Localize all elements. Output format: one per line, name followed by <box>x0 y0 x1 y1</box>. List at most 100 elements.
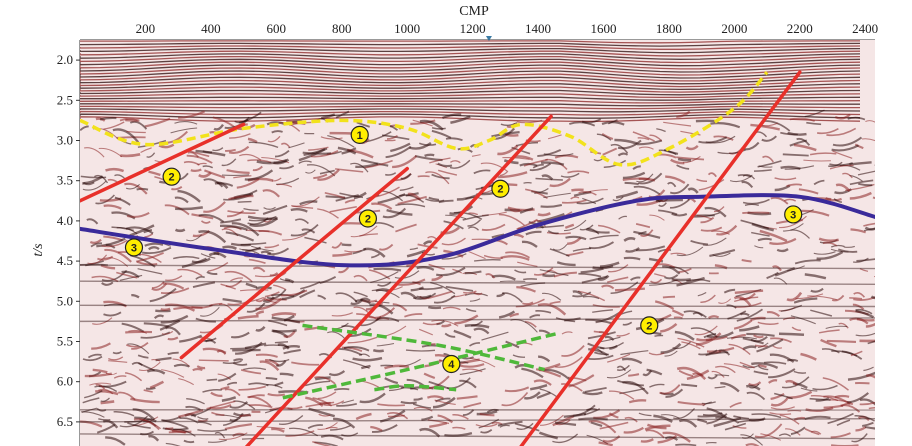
seismic-wiggle <box>742 337 764 345</box>
seismic-wiggle <box>697 414 723 418</box>
seismic-wiggle <box>861 138 875 142</box>
seismic-wiggle <box>441 113 462 120</box>
seismic-wiggle <box>301 228 316 234</box>
seismic-wiggle <box>220 283 236 290</box>
x-tick-label: 400 <box>201 21 221 36</box>
seismic-wiggle <box>832 150 853 159</box>
seismic-wiggle <box>835 183 851 193</box>
seismic-wiggle <box>503 159 519 165</box>
seismic-wiggle <box>713 206 725 213</box>
seismic-wiggle <box>186 234 202 242</box>
seismic-wiggle <box>519 207 534 214</box>
seismic-wiggle <box>723 363 750 370</box>
seismic-wiggle <box>400 291 418 300</box>
seismic-wiggle <box>664 350 678 357</box>
seismic-wiggle <box>628 399 647 404</box>
seismic-wiggle <box>623 426 644 434</box>
seismic-wiggle <box>476 409 498 416</box>
seismic-wiggle <box>335 110 350 119</box>
marker-label: 3 <box>790 209 796 221</box>
seismic-wiggle <box>230 347 252 350</box>
seismic-wiggle <box>496 292 506 298</box>
seismic-wiggle <box>98 418 111 421</box>
seismic-wiggle <box>674 330 695 341</box>
seismic-wiggle <box>328 370 346 377</box>
seismic-wiggle <box>842 172 853 179</box>
seismic-wiggle <box>793 370 807 374</box>
seismic-wiggle <box>91 275 119 283</box>
seismic-wiggle <box>197 419 208 423</box>
seismic-wiggle <box>766 311 780 317</box>
seismic-wiggle <box>285 430 315 437</box>
seismic-wiggle <box>809 152 837 156</box>
seismic-wiggle <box>849 191 872 200</box>
seismic-reflector-line <box>80 304 875 308</box>
seismic-wiggle <box>203 178 224 188</box>
seismic-wiggle <box>870 295 875 300</box>
seismic-wiggle <box>255 297 267 303</box>
seismic-wiggle <box>231 222 260 237</box>
seismic-reflector-line <box>80 73 861 82</box>
seismic-wiggle <box>355 162 379 169</box>
seismic-wiggle <box>692 312 703 317</box>
seismic-wiggle <box>218 372 237 382</box>
seismic-wiggle <box>698 136 728 144</box>
seismic-wiggle <box>248 404 273 409</box>
seismic-wiggle <box>360 158 389 167</box>
seismic-wiggle <box>847 371 875 381</box>
seismic-wiggle <box>761 135 777 142</box>
seismic-wiggle <box>582 197 597 205</box>
seismic-wiggle <box>135 252 164 263</box>
seismic-wiggle <box>256 159 288 165</box>
seismic-wiggle <box>125 183 140 190</box>
marker-2: 2 <box>162 167 181 186</box>
seismic-wiggle <box>158 143 175 149</box>
seismic-wiggle <box>549 177 571 188</box>
seismic-wiggle <box>608 119 618 125</box>
seismic-wiggle <box>521 367 544 379</box>
marker-2: 2 <box>358 209 378 228</box>
seismic-wiggle <box>231 331 250 339</box>
seismic-wiggle <box>617 379 644 387</box>
seismic-wiggle <box>442 306 461 311</box>
seismic-wiggle <box>174 196 189 204</box>
seismic-wiggle <box>547 230 559 235</box>
seismic-wiggle <box>549 300 561 305</box>
seismic-wiggle <box>561 331 573 335</box>
seismic-wiggle <box>741 258 752 263</box>
seismic-wiggle <box>298 160 312 164</box>
seismic-wiggle <box>267 247 290 256</box>
seismic-wiggle <box>838 322 849 329</box>
seismic-wiggle <box>669 183 690 195</box>
seismic-wiggle <box>702 237 727 246</box>
seismic-wiggle <box>479 412 495 417</box>
seismic-wiggle <box>586 354 614 360</box>
seismic-wiggle <box>100 264 116 270</box>
seismic-wiggle <box>539 269 569 277</box>
seismic-wiggle <box>810 309 833 317</box>
seismic-wiggle <box>622 380 649 395</box>
seismic-wiggle <box>225 231 255 242</box>
seismic-wiggle <box>138 361 161 371</box>
seismic-wiggle <box>197 421 212 426</box>
seismic-wiggle <box>200 306 220 317</box>
seismic-wiggle <box>352 356 383 362</box>
marker-1: 1 <box>350 125 369 144</box>
seismic-wiggle <box>159 319 181 331</box>
seismic-wiggle <box>561 199 587 204</box>
seismic-wiggle <box>218 303 233 311</box>
seismic-wiggle <box>571 188 584 192</box>
seismic-wiggle <box>610 143 629 154</box>
seismic-wiggle <box>449 159 471 169</box>
fault-2-line <box>179 166 409 360</box>
seismic-wiggle <box>499 280 526 283</box>
seismic-wiggle <box>732 425 747 429</box>
seismic-wiggle <box>773 277 788 285</box>
seismic-wiggle <box>769 237 797 245</box>
seismic-wiggle <box>208 252 220 257</box>
seismic-wiggle <box>317 391 337 400</box>
seismic-wiggle <box>350 162 369 173</box>
seismic-wiggle <box>675 443 697 446</box>
seismic-wiggle <box>714 374 730 377</box>
seismic-wiggle <box>606 369 632 379</box>
